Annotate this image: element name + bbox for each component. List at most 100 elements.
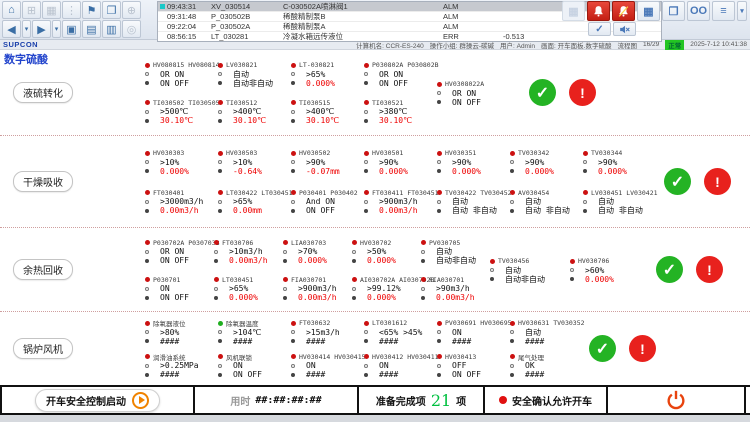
section-ok-check-icon[interactable]: ✓ (529, 79, 556, 106)
card-tag: 除氧器温度 (226, 320, 259, 329)
card-value: #### (525, 336, 545, 346)
red-status-dot-icon (364, 354, 369, 360)
detail-more-icon[interactable]: ⋮ (62, 1, 81, 19)
card-condition: >400℃ (306, 107, 335, 117)
section-alarm-exclamation-icon[interactable]: ! (629, 335, 656, 362)
value-dot-icon (364, 208, 368, 213)
value-dot-icon (583, 169, 587, 174)
overview-table-icon[interactable]: ▦ (562, 1, 585, 21)
card-value: -0.64% (233, 166, 262, 176)
safety-confirm-label: 安全确认允许开车 (512, 396, 592, 408)
condition-ring-icon (510, 199, 514, 204)
card-tag: HV080815 HV080814 (153, 61, 220, 70)
status-card: TV030422 TV030452 自动 自动 非自动 (437, 187, 512, 215)
alarm-row[interactable]: 09:31:48 P_030502B 稀酸精制泵B ALM (158, 12, 661, 22)
red-status-dot-icon (570, 258, 575, 264)
forward-icon[interactable]: ▶ (32, 20, 51, 38)
snapshot-grid-icon[interactable]: ⊞ (22, 1, 41, 19)
back-menu-icon[interactable]: ▾ (22, 20, 31, 38)
card-tag: P030702A P030703B (153, 238, 220, 247)
section-label[interactable]: 干燥吸收 (13, 171, 73, 192)
condition-ring-icon (214, 249, 218, 254)
card-condition: >90% (306, 157, 326, 167)
red-status-dot-icon (437, 354, 442, 360)
save-icon[interactable]: ▣ (62, 20, 81, 38)
status-card: TV030456 自动 自动非自动 (490, 256, 570, 284)
value-dot-icon (218, 81, 222, 86)
section-ok-check-icon[interactable]: ✓ (664, 168, 691, 195)
card-tag: LV030821 (226, 61, 258, 70)
home-icon[interactable]: ⌂ (2, 1, 21, 19)
card-condition: >60% (585, 265, 605, 275)
condition-ring-icon (421, 286, 425, 291)
card-condition: 自动 (452, 197, 468, 207)
section-alarm-exclamation-icon[interactable]: ! (704, 168, 731, 195)
forward-menu-icon[interactable]: ▾ (52, 20, 61, 38)
value-dot-icon (218, 118, 222, 123)
binoculars-icon[interactable]: OO (687, 1, 710, 21)
red-status-dot-icon (291, 354, 296, 360)
status-page-number: 16/29 (642, 41, 660, 48)
value-dot-icon (437, 169, 441, 174)
start-safety-control-button[interactable]: 开车安全控制启动 (35, 388, 160, 412)
operator-menu-icon[interactable]: ▾ (737, 1, 747, 21)
globe-icon[interactable]: ⊕ (122, 1, 141, 19)
condition-ring-icon (291, 363, 295, 368)
status-card: LV030821 自动 自动非自动 (218, 60, 291, 88)
status-card: FIA030701 >900m3/h 0.00m3/h (283, 274, 352, 302)
card-tag: TV030344 (591, 149, 623, 158)
operator-list-icon[interactable]: ≡ (712, 1, 735, 21)
condition-ring-icon (364, 330, 368, 335)
alarm-silence-bell-icon[interactable] (612, 1, 635, 21)
card-tag: TI030502 TI030505 (153, 98, 220, 107)
ready-items-count: 21 (430, 390, 452, 410)
card-condition: >90% (598, 157, 618, 167)
alarm-row[interactable]: 09:43:31 XV_030514 C-030502A喷淋阀1 ALM (158, 2, 661, 12)
section-label[interactable]: 锅炉风机 (13, 338, 73, 359)
value-dot-icon (218, 208, 222, 213)
card-tag: TV030456 (498, 257, 530, 265)
status-group: 操作小组: 群操云-碳碱 (429, 42, 494, 50)
cascade-windows-icon[interactable]: ❐ (662, 1, 685, 21)
speaker-mute-icon[interactable] (613, 22, 636, 36)
elapsed-label: 用时 (230, 396, 251, 408)
card-condition: 自动 (436, 247, 452, 256)
export-page-icon[interactable]: ▤ (82, 20, 101, 38)
value-dot-icon (510, 372, 514, 377)
report-table-icon[interactable]: ▦ (42, 1, 61, 19)
status-card: LT-030821 >65% 0.000% (291, 60, 364, 88)
card-value: 30.10℃ (306, 116, 340, 126)
data-table-icon[interactable]: ▦ (637, 1, 660, 21)
section-alarm-exclamation-icon[interactable]: ! (569, 79, 596, 106)
card-condition: And ON (306, 197, 335, 207)
section-label[interactable]: 余热回收 (13, 259, 73, 280)
section-label[interactable]: 液硫转化 (13, 82, 73, 103)
status-card: TV030342 >90% 0.000% (510, 148, 583, 176)
power-button[interactable] (665, 389, 687, 411)
status-card: LT030422 LT030451 >65% 0.00mm (218, 187, 293, 215)
alarm-row[interactable]: 09:22:04 P_030502A 稀酸精制泵A ALM (158, 22, 661, 32)
section-ok-check-icon[interactable]: ✓ (589, 335, 616, 362)
condition-ring-icon (291, 160, 295, 165)
section-ok-check-icon[interactable]: ✓ (656, 256, 683, 283)
flag-icon[interactable]: ⚑ (82, 1, 101, 19)
card-condition: 自动 (525, 327, 541, 337)
section-alarm-exclamation-icon[interactable]: ! (696, 256, 723, 283)
page-switch-icon[interactable]: ❐ (102, 1, 121, 19)
red-status-dot-icon (218, 190, 223, 196)
card-tag: LT030451 (222, 275, 254, 284)
value-dot-icon (510, 339, 514, 344)
status-bar: SUPCON 计算机名: CCR-ES-240 操作小组: 群操云-碳碱 用户:… (0, 39, 750, 50)
status-card: FIA030701 >90m3/h 0.00m3/h (421, 274, 490, 302)
alarm-tag: P_030502A (211, 22, 251, 31)
alarm-row[interactable]: 08:56:15 LT_030281 冷凝水箱远传液位 ERR -0.513 (158, 32, 661, 41)
compass-icon[interactable]: ◎ (122, 20, 141, 38)
alarm-description: C-030502A喷淋阀1 (283, 2, 348, 11)
confirm-check-icon[interactable]: ✓ (588, 22, 611, 36)
alarm-bell-icon[interactable] (587, 1, 610, 21)
status-datetime: 2025-7-12 10:41:38 (690, 41, 747, 48)
back-icon[interactable]: ◀ (2, 20, 21, 38)
logbook-icon[interactable]: ▥ (102, 20, 121, 38)
red-status-dot-icon (510, 150, 515, 156)
condition-ring-icon (218, 72, 222, 77)
